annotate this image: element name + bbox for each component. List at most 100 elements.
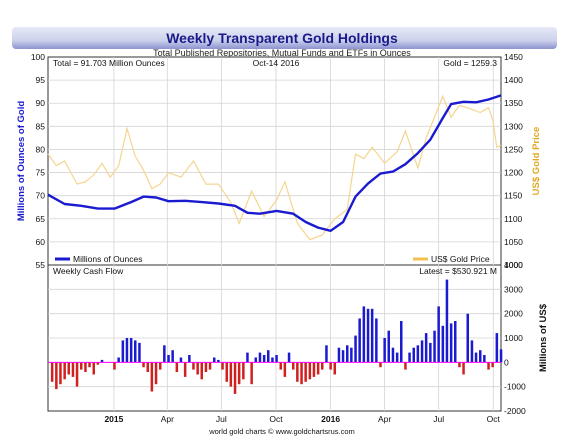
cash-flow-bar-81 bbox=[395, 352, 399, 363]
cash-flow-bar-2 bbox=[59, 362, 62, 385]
cash-flow-bar-56 bbox=[292, 362, 295, 370]
left-tick-95: 95 bbox=[36, 75, 46, 85]
cash-flow-bar-46 bbox=[250, 362, 253, 385]
cash-flow-bar-52 bbox=[275, 355, 278, 363]
cash-flow-bar-102 bbox=[483, 355, 486, 363]
cash-flow-bar-62 bbox=[316, 362, 320, 375]
cash-flow-bar-54 bbox=[283, 362, 287, 377]
cash-flow-bar-19 bbox=[138, 342, 141, 363]
cash-flow-bar-97 bbox=[462, 362, 465, 375]
top-series-lines bbox=[47, 94, 502, 241]
cash-flow-tick--2000: -2000 bbox=[504, 406, 526, 416]
gold-price-annotation: Gold = 1259.3 bbox=[443, 58, 497, 68]
chart-subtitle: Total Published Repositories, Mutual Fun… bbox=[153, 48, 411, 58]
cash-flow-bar-33 bbox=[196, 362, 199, 375]
x-tick-4: 2016 bbox=[321, 414, 340, 424]
x-tick-7: Oct bbox=[487, 414, 501, 424]
cash-flow-bar-92 bbox=[441, 325, 445, 363]
cash-flow-bar-3 bbox=[63, 362, 66, 380]
cash-flow-bar-87 bbox=[420, 340, 424, 363]
cash-flow-bar-39 bbox=[221, 362, 224, 370]
cash-flow-bar-86 bbox=[416, 345, 420, 363]
cash-flow-bar-66 bbox=[333, 362, 336, 375]
right-tick-1050: 1050 bbox=[504, 237, 523, 247]
cash-flow-bar-12 bbox=[100, 359, 104, 363]
cash-flow-bar-69 bbox=[346, 345, 349, 363]
cash-flow-bar-89 bbox=[429, 342, 432, 363]
cash-flow-bar-72 bbox=[358, 318, 361, 363]
right-tick-1200: 1200 bbox=[504, 168, 523, 178]
left-tick-80: 80 bbox=[36, 144, 46, 154]
cash-flow-bar-29 bbox=[179, 357, 183, 363]
cash-flow-bar-76 bbox=[375, 318, 378, 363]
cash-flow-bar-94 bbox=[449, 323, 453, 363]
cash-flow-bar-47 bbox=[254, 357, 257, 363]
cash-flow-bar-7 bbox=[80, 362, 83, 370]
right-axis-title: US$ Gold Price bbox=[531, 127, 542, 196]
cash-flow-bar-70 bbox=[350, 347, 353, 363]
cash-flow-axis-title: Millions of US$ bbox=[538, 303, 549, 372]
cash-flow-bar-14 bbox=[117, 357, 120, 363]
left-tick-90: 90 bbox=[36, 98, 46, 108]
axis-tick-labels: 55 60 65 70 75 80 85 90 95 100 1000 1050 1100 1150 120… bbox=[31, 52, 526, 424]
cash-flow-bar-34 bbox=[200, 362, 203, 380]
top-panel bbox=[47, 56, 502, 266]
cash-flow-bar-84 bbox=[408, 352, 411, 363]
cash-flow-bar-78 bbox=[383, 338, 386, 363]
cash-flow-bar-106 bbox=[499, 349, 503, 363]
cash-flow-bar-32 bbox=[192, 362, 195, 370]
total-annotation: Total = 91.703 Million Ounces bbox=[53, 58, 165, 68]
cash-flow-bar-63 bbox=[321, 362, 324, 370]
date-annotation: Oct-14 2016 bbox=[253, 58, 300, 68]
cash-flow-bar-83 bbox=[404, 362, 407, 370]
cash-flow-bar-57 bbox=[296, 362, 299, 382]
cash-flow-bar-38 bbox=[217, 359, 220, 363]
cash-flow-bar-4 bbox=[67, 362, 70, 375]
cash-flow-bar-17 bbox=[129, 338, 133, 363]
cash-flow-tick-3000: 3000 bbox=[504, 284, 523, 294]
left-tick-55: 55 bbox=[36, 260, 46, 270]
gold-price-line bbox=[47, 94, 502, 241]
cash-flow-bar-20 bbox=[142, 362, 145, 368]
cash-flow-bar-44 bbox=[242, 362, 245, 380]
cash-flow-bar-99 bbox=[470, 340, 474, 363]
cash-flow-bar-53 bbox=[279, 362, 282, 370]
x-tick-1: Apr bbox=[161, 414, 174, 424]
cash-flow-bar-71 bbox=[354, 335, 357, 363]
cash-flow-bars bbox=[48, 279, 503, 394]
left-tick-70: 70 bbox=[36, 191, 46, 201]
cash-flow-bar-24 bbox=[159, 362, 162, 370]
cash-flow-bar-79 bbox=[387, 330, 390, 363]
cash-flow-tick-1000: 1000 bbox=[504, 333, 523, 343]
cash-flow-bar-41 bbox=[229, 362, 233, 387]
cash-flow-bar-55 bbox=[287, 352, 291, 363]
cash-flow-bar-73 bbox=[362, 306, 366, 363]
cash-flow-bar-0 bbox=[50, 362, 54, 382]
cash-flow-bar-59 bbox=[304, 362, 307, 382]
cash-flow-bar-23 bbox=[154, 362, 158, 385]
cash-flow-bar-45 bbox=[246, 352, 249, 363]
cash-flow-bar-22 bbox=[150, 362, 154, 392]
cash-flow-bar-15 bbox=[121, 340, 125, 363]
cash-flow-bar-42 bbox=[233, 362, 237, 394]
footer-credit: world gold charts © www.goldchartsrus.co… bbox=[208, 427, 355, 436]
cash-flow-bar-50 bbox=[267, 350, 270, 363]
cash-flow-bar-58 bbox=[300, 362, 303, 385]
right-tick-1400: 1400 bbox=[504, 75, 523, 85]
holdings-line bbox=[47, 94, 502, 233]
cash-flow-bar-48 bbox=[258, 352, 262, 363]
cash-flow-bar-64 bbox=[325, 345, 328, 363]
cash-flow-bar-21 bbox=[146, 362, 149, 372]
cash-flow-bar-90 bbox=[433, 330, 436, 363]
right-tick-1450: 1450 bbox=[504, 52, 523, 62]
cash-flow-bar-11 bbox=[96, 362, 100, 365]
cash-flow-bar-25 bbox=[163, 345, 166, 363]
cash-flow-tick-4000: 4000 bbox=[504, 260, 523, 270]
cash-flow-bar-91 bbox=[437, 306, 440, 363]
left-tick-85: 85 bbox=[36, 121, 46, 131]
cash-flow-bar-82 bbox=[400, 321, 403, 363]
cash-flow-bar-68 bbox=[341, 350, 345, 363]
cash-flow-bar-60 bbox=[308, 362, 312, 380]
cash-flow-bar-85 bbox=[412, 347, 415, 363]
cash-flow-title: Weekly Cash Flow bbox=[53, 266, 124, 276]
